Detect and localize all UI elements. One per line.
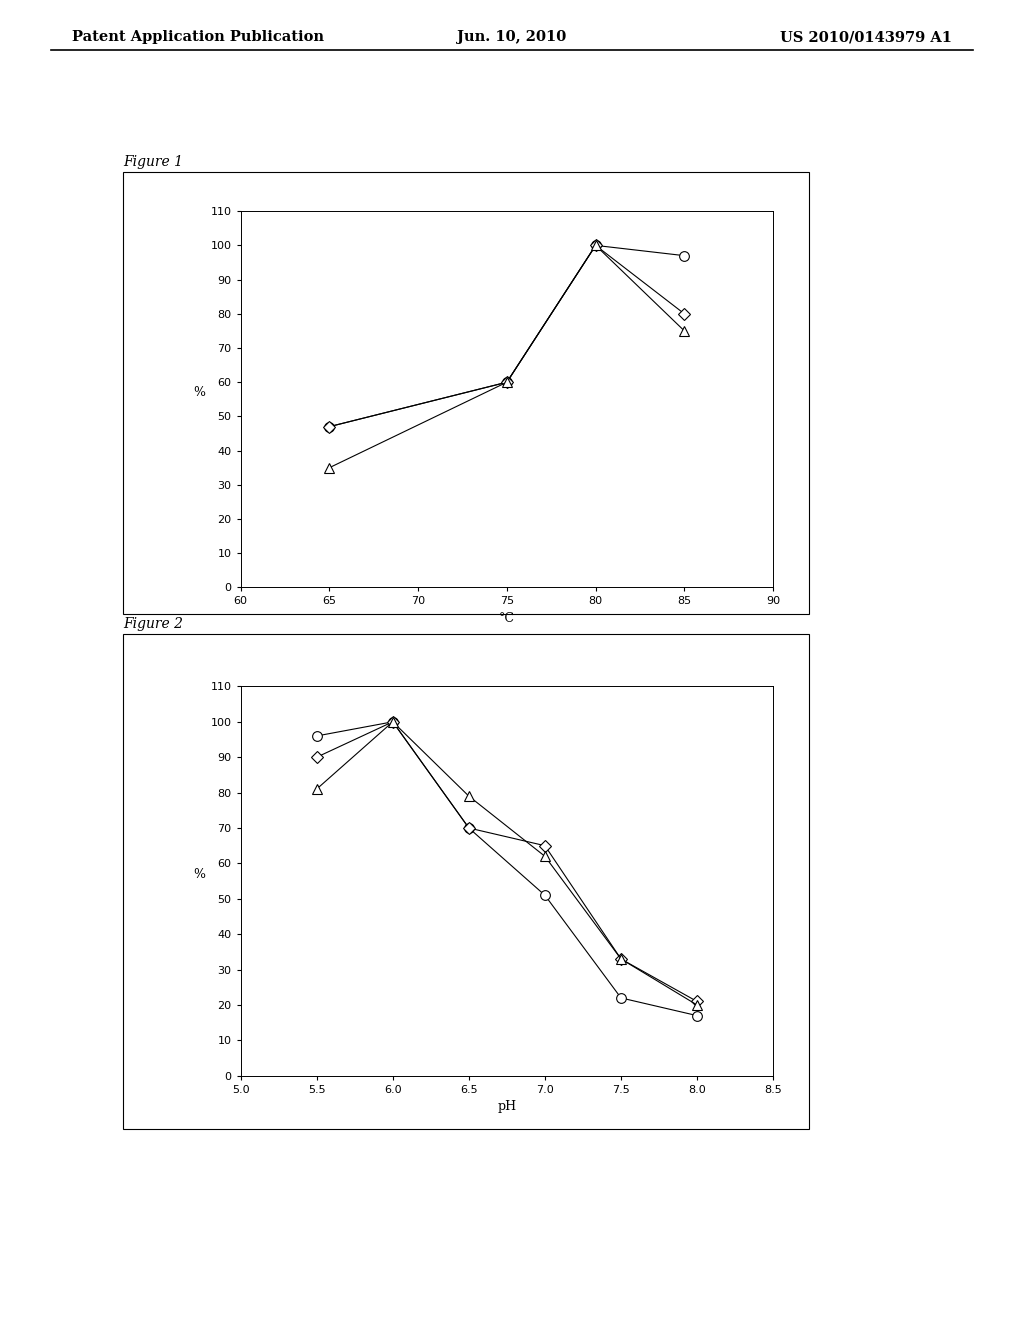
Text: US 2010/0143979 A1: US 2010/0143979 A1: [780, 30, 952, 45]
Y-axis label: %: %: [194, 387, 206, 399]
Text: Figure 2: Figure 2: [123, 616, 183, 631]
Text: Figure 1: Figure 1: [123, 154, 183, 169]
Text: Patent Application Publication: Patent Application Publication: [72, 30, 324, 45]
X-axis label: pH: pH: [498, 1101, 516, 1113]
X-axis label: °C: °C: [499, 612, 515, 624]
Y-axis label: %: %: [194, 869, 206, 882]
Text: Jun. 10, 2010: Jun. 10, 2010: [458, 30, 566, 45]
